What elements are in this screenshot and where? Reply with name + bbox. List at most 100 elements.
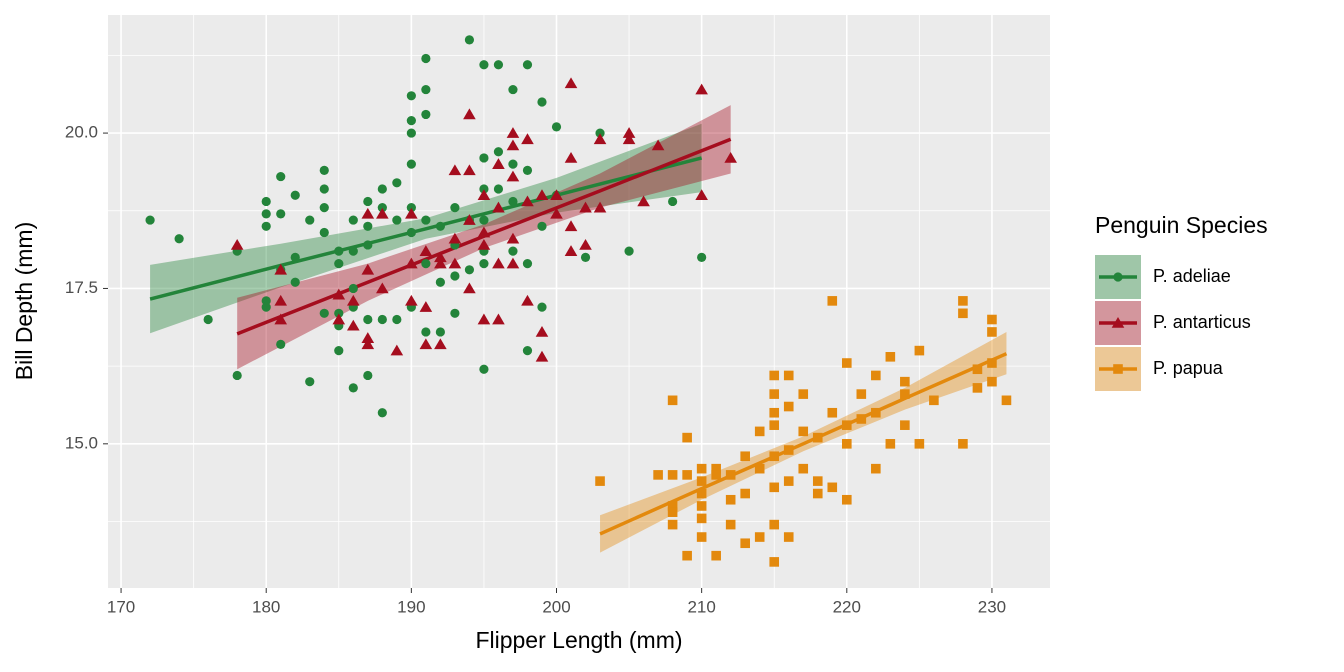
point xyxy=(696,463,707,474)
point xyxy=(492,257,505,269)
legend-label: P. antarticus xyxy=(1153,312,1251,332)
point xyxy=(506,257,520,269)
point xyxy=(798,389,809,399)
point xyxy=(493,147,504,157)
point xyxy=(305,215,315,225)
point xyxy=(435,277,445,287)
legend-key-marker xyxy=(1113,272,1123,282)
point xyxy=(667,395,678,406)
point xyxy=(522,345,533,356)
point xyxy=(361,263,375,275)
x-tick-label: 200 xyxy=(542,597,570,616)
point xyxy=(711,470,721,480)
point xyxy=(421,109,431,120)
point xyxy=(841,420,852,430)
point xyxy=(363,314,373,325)
point xyxy=(363,370,373,381)
point xyxy=(334,246,344,256)
point xyxy=(856,389,867,399)
point xyxy=(696,532,707,542)
point xyxy=(392,314,402,325)
point xyxy=(361,338,375,350)
fit-line xyxy=(599,352,1008,536)
point xyxy=(579,238,592,250)
point xyxy=(274,294,288,306)
point xyxy=(448,164,462,176)
x-tick-label: 190 xyxy=(397,597,425,616)
point xyxy=(203,314,213,325)
point xyxy=(434,251,447,263)
point xyxy=(522,60,533,70)
point xyxy=(421,327,431,337)
y-tick-label: 17.5 xyxy=(65,278,98,297)
point xyxy=(419,301,433,312)
point xyxy=(276,171,286,182)
point xyxy=(521,195,534,207)
point xyxy=(667,519,678,530)
x-tick-label: 230 xyxy=(978,597,1006,616)
point xyxy=(637,195,650,207)
point xyxy=(769,451,780,462)
point xyxy=(276,209,286,219)
point xyxy=(448,232,462,244)
point xyxy=(506,170,520,182)
point xyxy=(769,407,780,418)
point xyxy=(622,127,636,138)
point xyxy=(319,308,329,318)
point xyxy=(958,439,968,449)
legend-key-marker xyxy=(1113,364,1123,374)
point xyxy=(361,332,375,343)
point xyxy=(261,302,271,312)
point xyxy=(696,513,707,524)
point xyxy=(740,451,750,462)
point xyxy=(421,84,431,95)
point xyxy=(348,246,358,256)
point xyxy=(230,238,244,250)
point xyxy=(535,325,549,337)
point xyxy=(361,207,375,219)
point xyxy=(232,370,242,381)
point xyxy=(580,252,591,262)
point xyxy=(564,151,578,163)
point xyxy=(667,501,678,511)
point xyxy=(593,133,607,145)
point xyxy=(348,283,358,294)
point xyxy=(406,116,416,126)
point xyxy=(290,277,300,287)
point xyxy=(406,91,416,101)
point xyxy=(579,201,592,213)
point xyxy=(479,60,489,70)
point xyxy=(871,370,881,381)
point xyxy=(421,215,431,225)
point xyxy=(493,184,504,194)
point xyxy=(448,257,462,269)
point xyxy=(754,532,765,542)
point xyxy=(769,389,780,399)
point xyxy=(667,470,678,480)
point xyxy=(696,501,707,511)
x-axis-title: Flipper Length (mm) xyxy=(475,627,682,653)
x-tick-label: 180 xyxy=(252,597,280,616)
point xyxy=(754,463,765,474)
point xyxy=(537,97,547,107)
point xyxy=(450,271,460,281)
point xyxy=(290,252,300,262)
point xyxy=(885,439,896,449)
point xyxy=(682,550,692,561)
point xyxy=(740,488,750,499)
legend-key-marker xyxy=(1111,317,1125,328)
point xyxy=(479,258,489,269)
point xyxy=(463,214,476,225)
y-tick-label: 20.0 xyxy=(65,123,98,142)
point xyxy=(595,128,605,138)
point xyxy=(537,302,547,312)
point xyxy=(377,314,387,325)
y-tick-label: 15.0 xyxy=(65,433,98,452)
point xyxy=(392,215,402,225)
point xyxy=(668,196,678,207)
point xyxy=(798,426,809,437)
point xyxy=(261,196,271,207)
point xyxy=(479,215,489,225)
point xyxy=(900,376,910,387)
point xyxy=(987,376,997,387)
